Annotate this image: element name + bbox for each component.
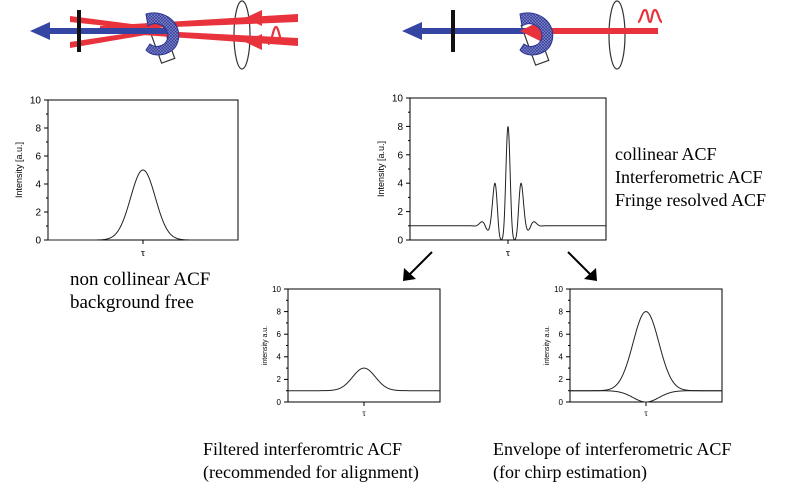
plot-frame	[569, 288, 723, 403]
double-pulse-icon	[637, 8, 663, 24]
ytick-label: 10	[554, 285, 563, 294]
red-arrowhead-upper	[245, 10, 262, 26]
caption-line: (recommended for alignment)	[203, 462, 419, 482]
caption-line: Envelope of interferometric ACF	[493, 439, 732, 459]
y-axis-label: Intensity [a.u.]	[14, 142, 24, 198]
blue-arrowhead	[402, 22, 422, 40]
y-axis-label: intensity a.u.	[544, 326, 551, 365]
ytick-label: 10	[30, 96, 42, 107]
ytick-label: 2	[559, 375, 564, 384]
arrow-left-down	[403, 268, 416, 281]
pulse-icon	[267, 25, 285, 46]
caption-noncollinear: non collinear ACF background free	[70, 268, 210, 314]
noncollinear-setup	[30, 0, 298, 70]
ytick-label: 4	[397, 179, 403, 190]
plot-frame	[409, 97, 607, 241]
caption-envelope: Envelope of interferometric ACF (for chi…	[493, 438, 731, 484]
ytick-label: 0	[277, 398, 282, 407]
red-arrowhead-lower	[245, 34, 262, 50]
red-beam	[533, 28, 658, 34]
ytick-label: 0	[397, 236, 403, 247]
acf-curve	[48, 169, 238, 241]
collinear-setup	[402, 0, 663, 70]
aperture	[451, 10, 455, 52]
y-axis-label: Intensity [a.u.]	[376, 141, 386, 197]
blue-arrowhead	[30, 22, 50, 40]
flow-arrows	[403, 251, 597, 281]
acf-curve	[570, 311, 722, 392]
caption-line: collinear ACF	[615, 144, 717, 164]
y-axis-label: intensity a.u.	[262, 326, 269, 365]
blue-beam	[415, 28, 533, 34]
lens	[608, 0, 626, 70]
plot-noncollinear-acf: 0 2 4 6 8 10 τ Intensity [a.u.]	[14, 96, 239, 259]
ytick-label: 2	[397, 207, 403, 218]
ytick-label: 6	[559, 330, 564, 339]
acf-curve	[288, 367, 440, 392]
x-axis-label: τ	[141, 247, 146, 259]
x-axis-label: τ	[506, 247, 511, 259]
ytick-label: 8	[397, 122, 403, 133]
acf-curve	[570, 390, 722, 403]
crystal-rotation-icon	[519, 12, 554, 56]
x-axis-label: τ	[362, 408, 366, 418]
ytick-label: 6	[277, 330, 282, 339]
ytick-label: 10	[272, 285, 281, 294]
caption-line: Filtered interferomtric ACF	[203, 439, 402, 459]
plot-frame	[287, 288, 441, 403]
acf-curve	[410, 126, 606, 241]
blue-beam	[44, 28, 176, 34]
plot-envelope-acf: 0 2 4 6 8 10 τ intensity a.u.	[544, 285, 723, 418]
ytick-label: 6	[35, 152, 41, 163]
ytick-label: 8	[35, 124, 41, 135]
caption-collinear: collinear ACF Interferometric ACF Fringe…	[615, 143, 766, 212]
ytick-label: 4	[559, 353, 564, 362]
caption-line: Fringe resolved ACF	[615, 190, 766, 210]
ytick-label: 8	[277, 307, 282, 316]
arrow-right-down	[584, 268, 597, 281]
ytick-label: 6	[397, 150, 403, 161]
ytick-label: 10	[392, 94, 404, 105]
ytick-label: 0	[35, 236, 41, 247]
caption-line: (for chirp estimation)	[493, 462, 647, 482]
caption-line: Interferometric ACF	[615, 167, 763, 187]
caption-line: non collinear ACF	[70, 269, 211, 290]
plot-collinear-acf: 0 2 4 6 8 10 τ Intensity [a.u.]	[376, 94, 607, 259]
ytick-label: 4	[35, 180, 41, 191]
crystal-rotation-icon	[145, 12, 180, 56]
ytick-label: 0	[559, 398, 564, 407]
caption-filtered: Filtered interferomtric ACF (recommended…	[203, 438, 419, 484]
x-axis-label: τ	[644, 408, 648, 418]
ytick-label: 4	[277, 353, 282, 362]
caption-line: background free	[70, 292, 194, 313]
plot-filtered-acf: 0 2 4 6 8 10 τ intensity a.u.	[262, 285, 441, 418]
ytick-label: 8	[559, 307, 564, 316]
ytick-label: 2	[35, 208, 41, 219]
aperture	[77, 10, 81, 52]
ytick-label: 2	[277, 375, 282, 384]
